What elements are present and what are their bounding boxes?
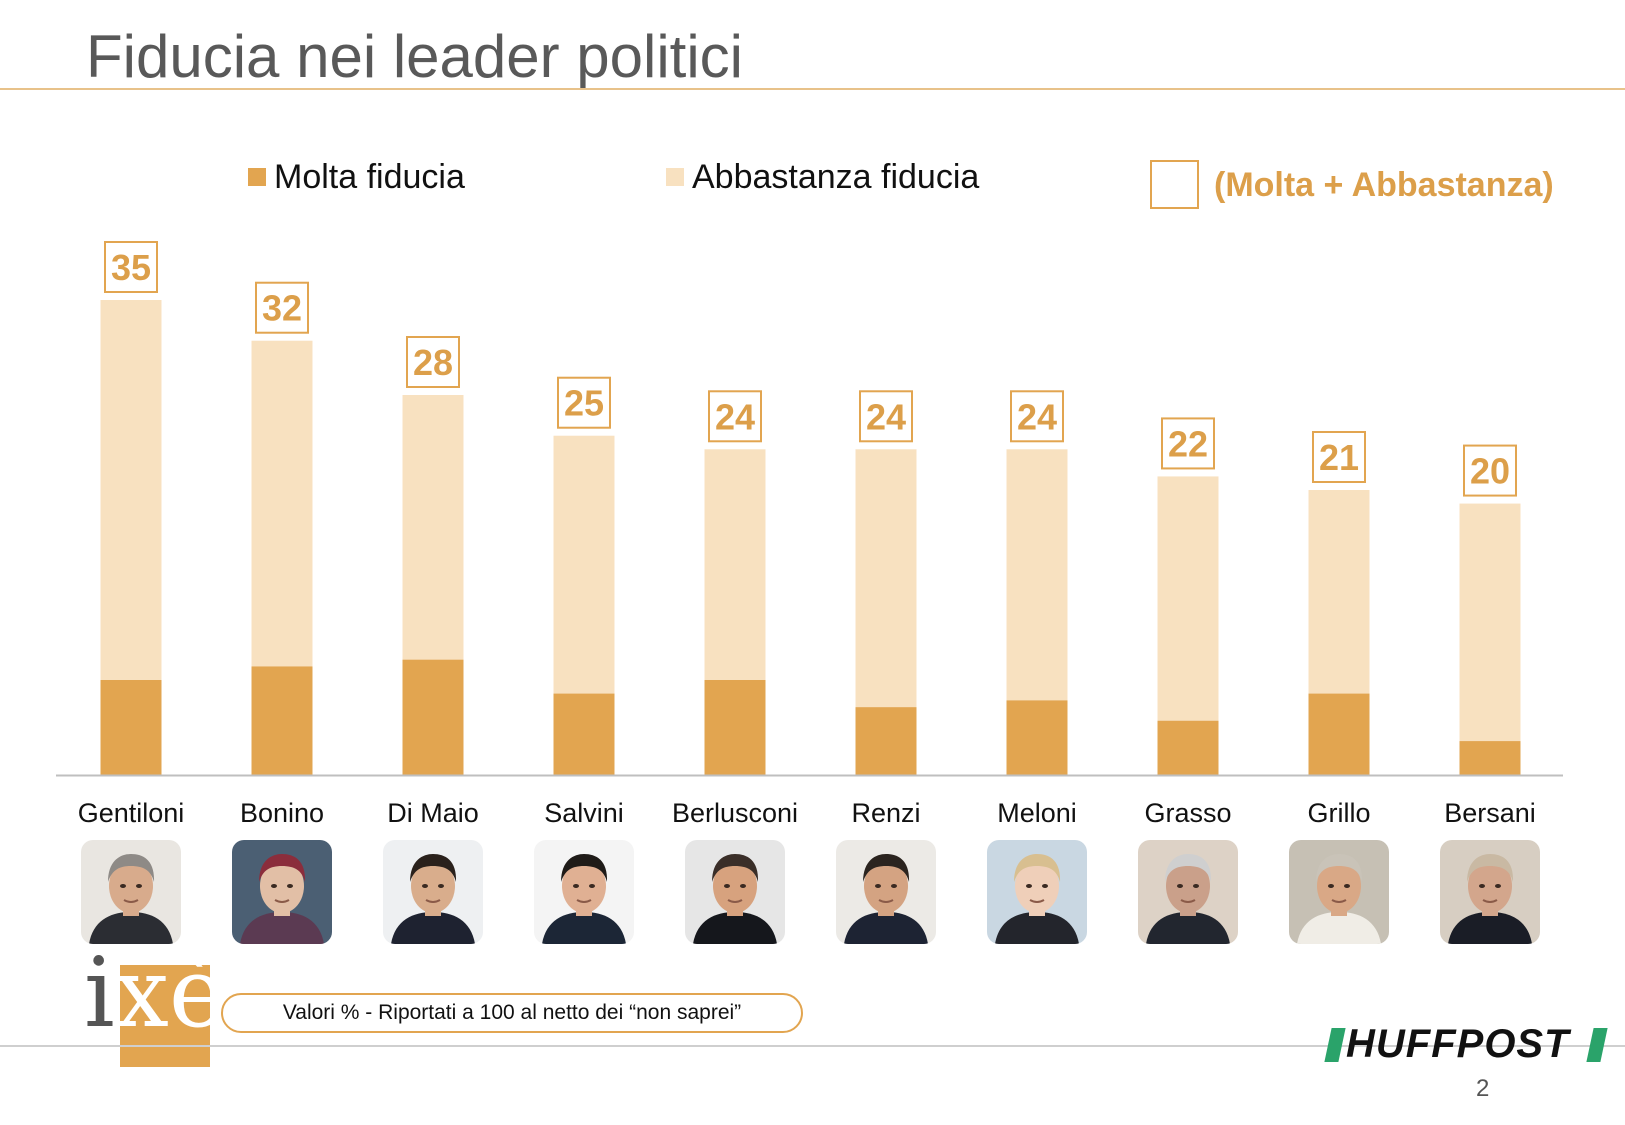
total-box-gentiloni [104, 241, 158, 293]
total-box-grasso [1161, 417, 1215, 470]
category-label-grasso: Grasso [1144, 798, 1231, 828]
total-box-berlusconi [708, 390, 762, 443]
bar-abbastanza-grillo [1308, 490, 1370, 694]
total-label-grasso: 22 [1168, 423, 1208, 464]
ixe-logo-text: ixè [84, 937, 226, 1049]
category-label-salvini: Salvini [544, 798, 624, 828]
portrait-meloni [987, 840, 1087, 944]
bar-molta-gentiloni [100, 680, 162, 775]
legend-abbastanza-swatch [666, 168, 684, 186]
bar-molta-grillo [1308, 693, 1370, 775]
huffpost-logo-bar-right [1586, 1028, 1608, 1062]
legend-abbastanza: Abbastanza fiducia [666, 158, 979, 197]
legend-abbastanza-label: Abbastanza fiducia [692, 158, 980, 196]
total-label-bonino: 32 [262, 288, 302, 329]
bar-abbastanza-salvini [553, 435, 615, 694]
total-box-di-maio [406, 336, 460, 388]
portrait-grasso [1138, 840, 1238, 944]
portrait-di-maio [383, 840, 483, 944]
bar-abbastanza-meloni [1006, 449, 1068, 701]
category-label-gentiloni: Gentiloni [78, 798, 185, 828]
bar-molta-salvini [553, 693, 615, 775]
portrait-bonino [232, 840, 332, 944]
category-label-renzi: Renzi [851, 798, 920, 828]
category-label-grillo: Grillo [1307, 798, 1370, 828]
page-number: 2 [1476, 1075, 1490, 1102]
title-divider [0, 88, 1625, 90]
bar-molta-grasso [1157, 720, 1219, 775]
total-label-grillo: 21 [1319, 437, 1359, 478]
bar-abbastanza-di-maio [402, 395, 464, 660]
footnote: Valori % - Riportati a 100 al netto dei … [221, 993, 803, 1033]
total-box-salvini [557, 376, 611, 429]
total-box-meloni [1010, 390, 1064, 443]
bar-molta-berlusconi [704, 680, 766, 775]
portrait-berlusconi [685, 840, 785, 944]
bottom-divider [0, 1045, 1625, 1047]
total-label-di-maio: 28 [413, 342, 453, 383]
total-label-meloni: 24 [1017, 396, 1057, 437]
bar-abbastanza-renzi [855, 449, 917, 708]
bar-abbastanza-gentiloni [100, 300, 162, 680]
bar-molta-bersani [1459, 741, 1521, 775]
bar-abbastanza-berlusconi [704, 449, 766, 680]
portrait-salvini [534, 840, 634, 944]
huffpost-logo: HUFFPOST [1324, 1022, 1608, 1066]
bar-abbastanza-bersani [1459, 503, 1521, 742]
category-label-bersani: Bersani [1444, 798, 1536, 828]
bar-molta-meloni [1006, 700, 1068, 775]
huffpost-logo-bar-left [1324, 1028, 1346, 1062]
ixe-logo-block [120, 965, 210, 1067]
ixe-logo: ixè [84, 945, 226, 1067]
legend-total-label: (Molta + Abbastanza) [1214, 166, 1554, 204]
portrait-renzi [836, 840, 936, 944]
legend-molta-swatch [248, 168, 266, 186]
total-label-berlusconi: 24 [715, 396, 755, 437]
total-box-bonino [255, 281, 309, 334]
bar-molta-bonino [251, 666, 313, 775]
total-box-renzi [859, 390, 913, 443]
bar-molta-di-maio [402, 659, 464, 775]
legend-total-box [1150, 160, 1199, 209]
category-label-meloni: Meloni [997, 798, 1077, 828]
portrait-gentiloni [81, 840, 181, 944]
portrait-bersani [1440, 840, 1540, 944]
total-label-salvini: 25 [564, 383, 604, 424]
category-label-berlusconi: Berlusconi [672, 798, 798, 828]
page-title: Fiducia nei leader politici [86, 23, 744, 90]
category-label-bonino: Bonino [240, 798, 324, 828]
bar-molta-renzi [855, 707, 917, 775]
total-box-grillo [1312, 431, 1366, 483]
bar-abbastanza-bonino [251, 340, 313, 667]
total-box-bersani [1463, 444, 1517, 497]
total-label-bersani: 20 [1470, 451, 1510, 492]
total-label-renzi: 24 [866, 396, 906, 437]
total-label-gentiloni: 35 [111, 247, 151, 288]
category-label-di-maio: Di Maio [387, 798, 479, 828]
legend-molta: Molta fiducia [248, 158, 465, 197]
portrait-grillo [1289, 840, 1389, 944]
huffpost-logo-text: HUFFPOST [1346, 1022, 1570, 1066]
bar-abbastanza-grasso [1157, 476, 1219, 721]
legend-molta-label: Molta fiducia [274, 158, 465, 196]
